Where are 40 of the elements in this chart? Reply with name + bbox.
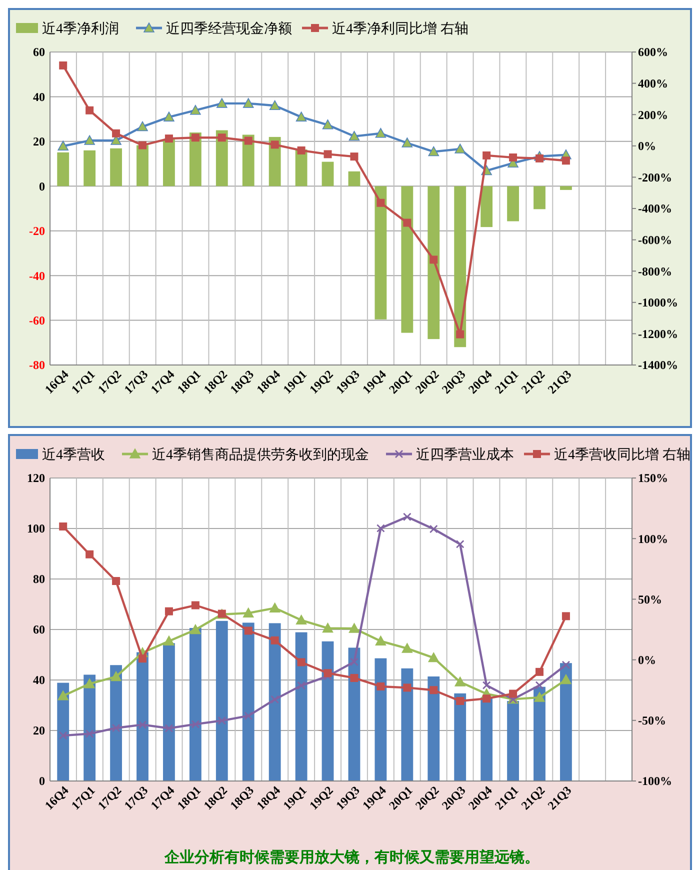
y2-tick-label: 200% [638, 108, 668, 122]
legend-label: 近4季营收同比增 右轴 [554, 447, 690, 463]
y-tick-label: -80 [29, 358, 45, 372]
y2-tick-label: 150% [638, 471, 668, 486]
legend-label: 近4季销售商品提供劳务收到的现金 [152, 447, 369, 463]
y2-tick-label: -400% [638, 202, 672, 216]
y-tick-label: -20 [29, 224, 45, 238]
y-tick-label: 40 [33, 90, 45, 104]
y2-tick-label: -200% [638, 170, 672, 184]
y2-tick-label: -50% [638, 714, 666, 728]
y2-tick-label: -800% [638, 264, 672, 278]
y-tick-label: 40 [33, 673, 45, 688]
y2-tick-label: 600% [638, 45, 668, 60]
text: 企业分析有时候需要用放大镜，有时候又需要用望远镜。 [164, 848, 540, 866]
y-tick-label: 20 [33, 724, 45, 738]
y2-tick-label: 400% [638, 76, 668, 90]
y2-tick-label: -600% [638, 233, 672, 247]
y-tick-label: 120 [27, 471, 45, 486]
y-tick-label: -60 [29, 313, 45, 328]
y-tick-label: 20 [33, 134, 45, 149]
y-tick-label: 60 [33, 622, 45, 637]
y-tick-label: 100 [27, 522, 45, 536]
legend-label: 近4季净利润 [42, 21, 119, 37]
y-tick-label: 0 [39, 774, 45, 788]
legend-label: 近4季营收 [42, 447, 105, 463]
y2-tick-label: 0% [638, 653, 656, 667]
y2-tick-label: -100% [638, 774, 672, 788]
y2-tick-label: -1000% [638, 296, 678, 310]
y2-tick-label: -1200% [638, 326, 678, 341]
y2-tick-label: -1400% [638, 358, 678, 372]
y2-tick-label: 0% [638, 139, 656, 154]
y-tick-label: 80 [33, 572, 45, 586]
legend-label: 近4季净利同比增 右轴 [332, 21, 468, 37]
y2-tick-label: 50% [638, 592, 662, 606]
y-tick-label: 60 [33, 45, 45, 60]
legend-label: 近四季营业成本 [416, 447, 514, 463]
legend-label: 近四季经营现金净额 [166, 21, 292, 37]
y-tick-label: -40 [29, 268, 45, 283]
y2-tick-label: 100% [638, 532, 668, 546]
y-tick-label: 0 [39, 179, 45, 194]
